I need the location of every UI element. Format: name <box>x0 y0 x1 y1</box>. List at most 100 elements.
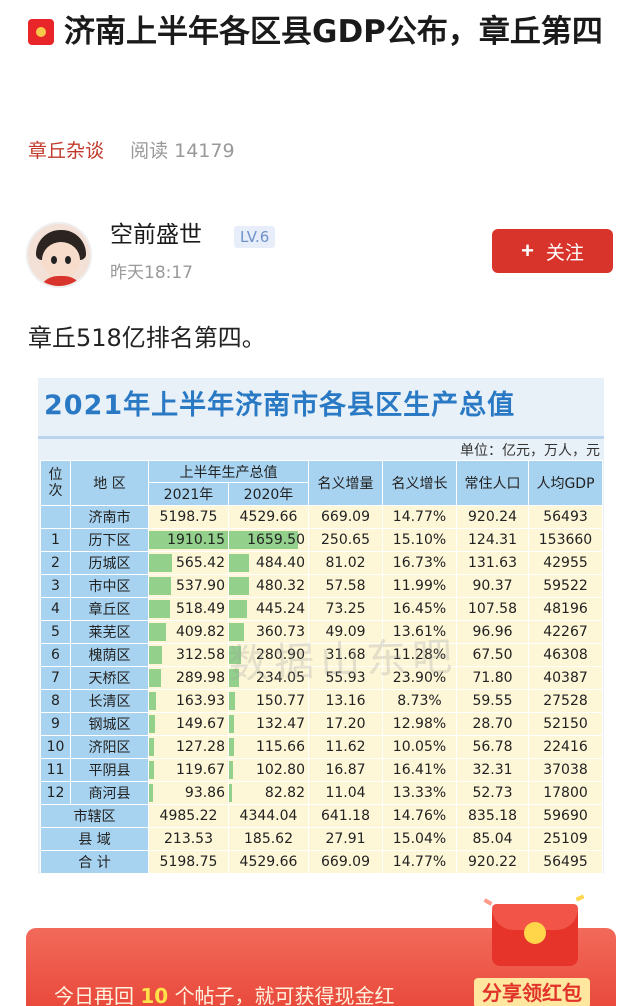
cell-y2020: 480.32 <box>228 574 309 598</box>
data-bar <box>229 600 248 618</box>
cell-value: 102.80 <box>256 762 305 778</box>
cell-pc: 17800 <box>528 781 603 805</box>
data-bar <box>149 554 173 572</box>
figure-unit: 单位：亿元，万人，元 <box>460 443 600 459</box>
header-rank: 位次 <box>40 460 71 506</box>
share-redpacket-button[interactable]: 分享领红包 <box>474 978 590 1006</box>
cell-pc: 48196 <box>528 597 603 621</box>
header-2020: 2020年 <box>228 482 309 506</box>
table-row: 6 槐荫区 312.58 280.90 31.68 11.28% 67.50 46308 <box>40 643 603 667</box>
follow-button[interactable]: + 关注 <box>492 229 613 273</box>
data-bar <box>229 554 250 572</box>
cell-y2020: 234.05 <box>228 666 309 690</box>
data-bar <box>149 669 161 687</box>
cell-pc: 56493 <box>528 505 603 529</box>
cell-growth: 13.33% <box>382 781 457 805</box>
cell-value: 565.42 <box>176 555 225 571</box>
table-row: 4 章丘区 518.49 445.24 73.25 16.45% 107.58 48196 <box>40 597 603 621</box>
cell-y2020: 4529.66 <box>228 850 309 874</box>
data-bar <box>229 646 241 664</box>
header-gdp: 上半年生产总值 <box>148 460 309 483</box>
data-bar <box>149 531 228 549</box>
red-packet-icon[interactable] <box>483 894 585 976</box>
data-bar <box>229 692 236 710</box>
cell-value: 150.77 <box>256 693 305 709</box>
cell-y2020: 360.73 <box>228 620 309 644</box>
cell-growth: 12.98% <box>382 712 457 736</box>
author-avatar[interactable] <box>26 222 92 288</box>
cell-pop: 32.31 <box>456 758 529 782</box>
cell-rank: 1 <box>40 528 71 552</box>
cell-inc: 250.65 <box>308 528 383 552</box>
figure-title: 2021年上半年济南市各县区生产总值 <box>44 390 516 421</box>
data-bar <box>229 784 233 802</box>
cell-region: 县 域 <box>40 827 149 851</box>
banner-count: 10 <box>140 984 169 1006</box>
cell-pop: 124.31 <box>456 528 529 552</box>
table-row: 5 莱芜区 409.82 360.73 49.09 13.61% 96.96 42267 <box>40 620 603 644</box>
cell-pc: 40387 <box>528 666 603 690</box>
cell-y2020: 185.62 <box>228 827 309 851</box>
cell-region: 历下区 <box>70 528 149 552</box>
cell-pop: 67.50 <box>456 643 529 667</box>
cell-pc: 37038 <box>528 758 603 782</box>
coin-icon <box>524 922 546 944</box>
cell-y2021: 565.42 <box>148 551 229 575</box>
cell-inc: 55.93 <box>308 666 383 690</box>
confetti <box>483 898 493 906</box>
cell-value: 445.24 <box>256 601 305 617</box>
article-title: 济南上半年各区县GDP公布，章丘第四 <box>28 8 618 56</box>
cell-pc: 25109 <box>528 827 603 851</box>
cell-pop: 920.22 <box>456 850 529 874</box>
header-nominal-increase: 名义增量 <box>308 460 383 506</box>
cell-value: 360.73 <box>256 624 305 640</box>
read-count: 阅读 14179 <box>130 140 235 162</box>
cell-inc: 73.25 <box>308 597 383 621</box>
cell-inc: 669.09 <box>308 850 383 874</box>
cell-y2021: 518.49 <box>148 597 229 621</box>
cell-region: 市中区 <box>70 574 149 598</box>
avatar-shirt <box>38 276 84 286</box>
cell-region: 济阳区 <box>70 735 149 759</box>
cell-y2021: 127.28 <box>148 735 229 759</box>
table-row-summary: 县 域 213.53 185.62 27.91 15.04% 85.04 25109 <box>40 827 603 851</box>
cell-y2021: 537.90 <box>148 574 229 598</box>
cell-y2020: 150.77 <box>228 689 309 713</box>
cell-region: 合 计 <box>40 850 149 874</box>
cell-y2021: 119.67 <box>148 758 229 782</box>
cell-growth: 11.28% <box>382 643 457 667</box>
cell-y2020: 1659.50 <box>228 528 309 552</box>
gdp-table-image[interactable]: 2021年上半年济南市各县区生产总值 单位：亿元，万人，元 位次 地 区 上半年… <box>38 378 604 874</box>
source-link[interactable]: 章丘杂谈 <box>28 140 105 162</box>
cell-inc: 27.91 <box>308 827 383 851</box>
article-title-text: 济南上半年各区县GDP公布，章丘第四 <box>64 14 603 50</box>
cell-value: 409.82 <box>176 624 225 640</box>
cell-growth: 10.05% <box>382 735 457 759</box>
data-bar <box>229 715 235 733</box>
cell-pc: 52150 <box>528 712 603 736</box>
cell-inc: 11.04 <box>308 781 383 805</box>
author-name[interactable]: 空前盛世 <box>110 222 202 248</box>
cell-rank: 6 <box>40 643 71 667</box>
red-badge-icon <box>28 19 54 45</box>
cell-rank: 7 <box>40 666 71 690</box>
banner-text-before: 今日再回 <box>54 984 134 1006</box>
cell-inc: 641.18 <box>308 804 383 828</box>
gdp-table: 位次 地 区 上半年生产总值 名义增量 名义增长 常住人口 人均GDP 2021… <box>40 460 603 874</box>
cell-inc: 31.68 <box>308 643 383 667</box>
article-meta: 章丘杂谈 阅读 14179 <box>28 138 235 164</box>
data-bar <box>149 692 156 710</box>
table-row: 10 济阳区 127.28 115.66 11.62 10.05% 56.78 22416 <box>40 735 603 759</box>
data-bar <box>149 738 155 756</box>
cell-growth: 14.77% <box>382 850 457 874</box>
cell-pc: 153660 <box>528 528 603 552</box>
cell-pc: 56495 <box>528 850 603 874</box>
plus-icon: + <box>521 238 534 263</box>
cell-value: 115.66 <box>256 739 305 755</box>
cell-y2021: 93.86 <box>148 781 229 805</box>
cell-value: 537.90 <box>176 578 225 594</box>
table-row: 9 钢城区 149.67 132.47 17.20 12.98% 28.70 52150 <box>40 712 603 736</box>
header-population: 常住人口 <box>456 460 529 506</box>
cell-value: 127.28 <box>176 739 225 755</box>
cell-pc: 59522 <box>528 574 603 598</box>
